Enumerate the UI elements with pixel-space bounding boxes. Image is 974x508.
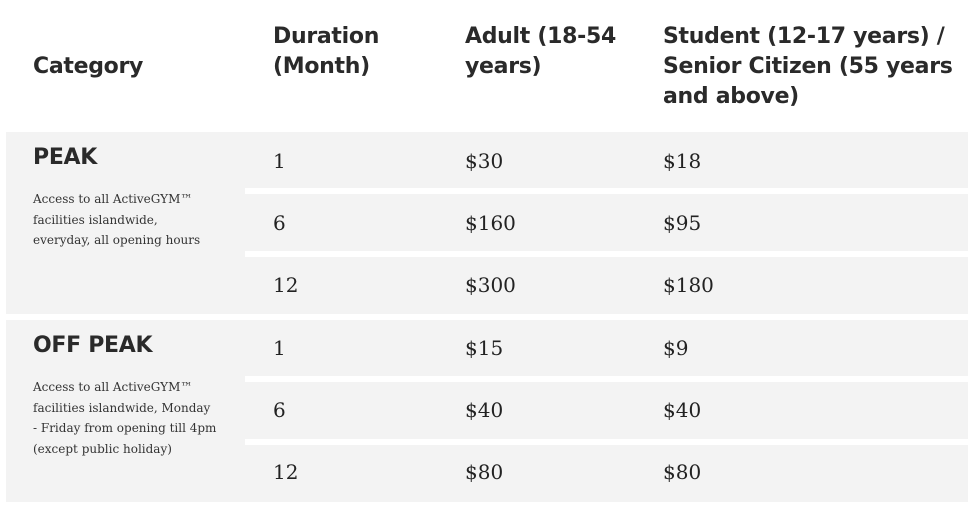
cell-student-senior-price: $9 — [663, 336, 689, 360]
cell-duration: 12 — [273, 273, 299, 297]
category-description: Access to all ActiveGYM™ facilities isla… — [33, 380, 217, 456]
cell-student-senior-price: $18 — [663, 149, 702, 173]
header-category: Category — [33, 54, 144, 79]
cell-adult-price: $15 — [465, 336, 504, 360]
cell-duration: 6 — [273, 211, 286, 235]
row-divider — [245, 251, 968, 257]
row-divider — [245, 188, 968, 194]
group-off-peak: OFF PEAK Access to all ActiveGYM™ facili… — [6, 320, 968, 502]
cell-adult-price: $40 — [465, 398, 504, 422]
cell-student-senior-price: $80 — [663, 460, 702, 484]
cell-adult-price: $30 — [465, 149, 504, 173]
category-title: PEAK — [33, 145, 98, 170]
cell-duration: 6 — [273, 398, 286, 422]
cell-adult-price: $160 — [465, 211, 516, 235]
header-student-senior: Student (12-17 years) / Senior Citizen (… — [663, 24, 953, 109]
cell-duration: 1 — [273, 336, 286, 360]
cell-student-senior-price: $95 — [663, 211, 702, 235]
cell-duration: 1 — [273, 149, 286, 173]
row-divider — [245, 376, 968, 382]
row-divider — [245, 439, 968, 445]
header-adult: Adult (18-54 years) — [465, 24, 616, 79]
cell-adult-price: $80 — [465, 460, 504, 484]
cell-student-senior-price: $180 — [663, 273, 714, 297]
cell-adult-price: $300 — [465, 273, 516, 297]
category-description: Access to all ActiveGYM™ facilities isla… — [33, 192, 201, 247]
header-duration: Duration (Month) — [273, 24, 380, 79]
table-header: Category Duration (Month) Adult (18-54 y… — [0, 0, 974, 132]
category-title: OFF PEAK — [33, 333, 153, 358]
group-peak: PEAK Access to all ActiveGYM™ facilities… — [6, 132, 968, 314]
cell-student-senior-price: $40 — [663, 398, 702, 422]
cell-duration: 12 — [273, 460, 299, 484]
